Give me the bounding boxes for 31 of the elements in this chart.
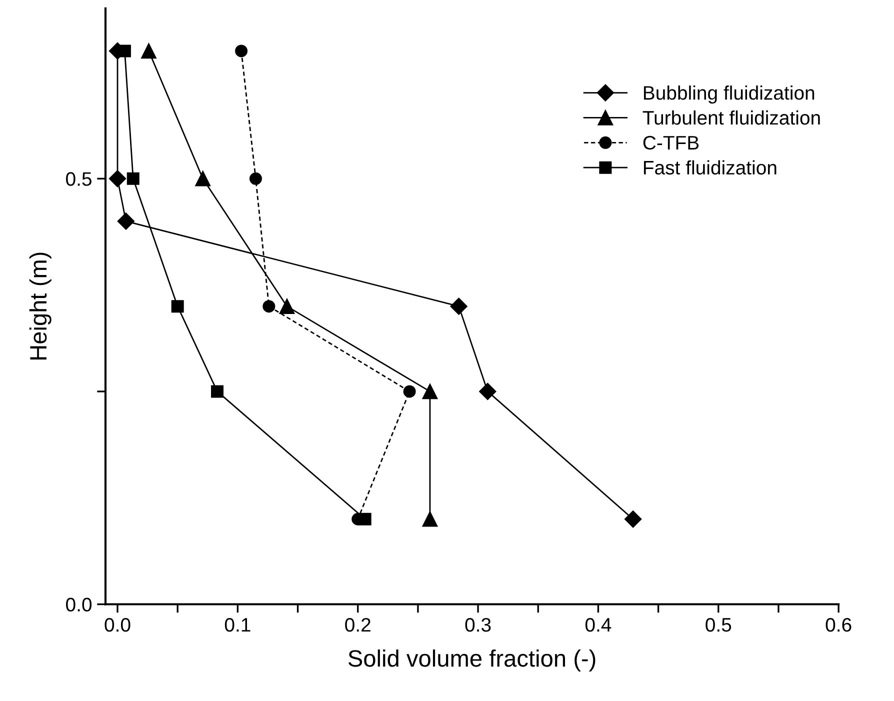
x-tick-label: 0.5 bbox=[706, 618, 732, 632]
point bbox=[450, 298, 468, 315]
point bbox=[479, 382, 496, 400]
x-tick-label: 0.2 bbox=[345, 618, 370, 632]
point bbox=[279, 298, 295, 314]
y-axis-title: Height (m) bbox=[29, 252, 52, 360]
legend-label: C-TFB bbox=[643, 136, 699, 150]
point bbox=[403, 385, 416, 398]
x-axis-title: Solid volume fraction (-) bbox=[348, 649, 596, 672]
point bbox=[624, 510, 642, 528]
point bbox=[211, 385, 224, 398]
legend-label: Turbulent fluidization bbox=[642, 110, 820, 125]
x-tick-label: 0.3 bbox=[465, 618, 491, 632]
point bbox=[358, 512, 372, 526]
point bbox=[117, 212, 134, 230]
x-tick-label: 0.1 bbox=[224, 618, 250, 632]
point bbox=[108, 170, 126, 188]
point bbox=[262, 300, 276, 313]
point bbox=[422, 512, 438, 527]
point bbox=[249, 172, 262, 185]
point bbox=[171, 300, 184, 313]
legend-label: Bubbling fluidization bbox=[644, 85, 814, 104]
point bbox=[235, 44, 248, 58]
point bbox=[141, 43, 156, 59]
x-tick-label: 0.6 bbox=[826, 618, 852, 632]
legend-label: Fast fluidization bbox=[644, 160, 776, 175]
x-tick-label: 0.0 bbox=[104, 618, 130, 632]
point bbox=[126, 172, 140, 185]
x-tick-label: 0.4 bbox=[585, 618, 612, 632]
point bbox=[195, 171, 210, 186]
point bbox=[422, 384, 438, 400]
